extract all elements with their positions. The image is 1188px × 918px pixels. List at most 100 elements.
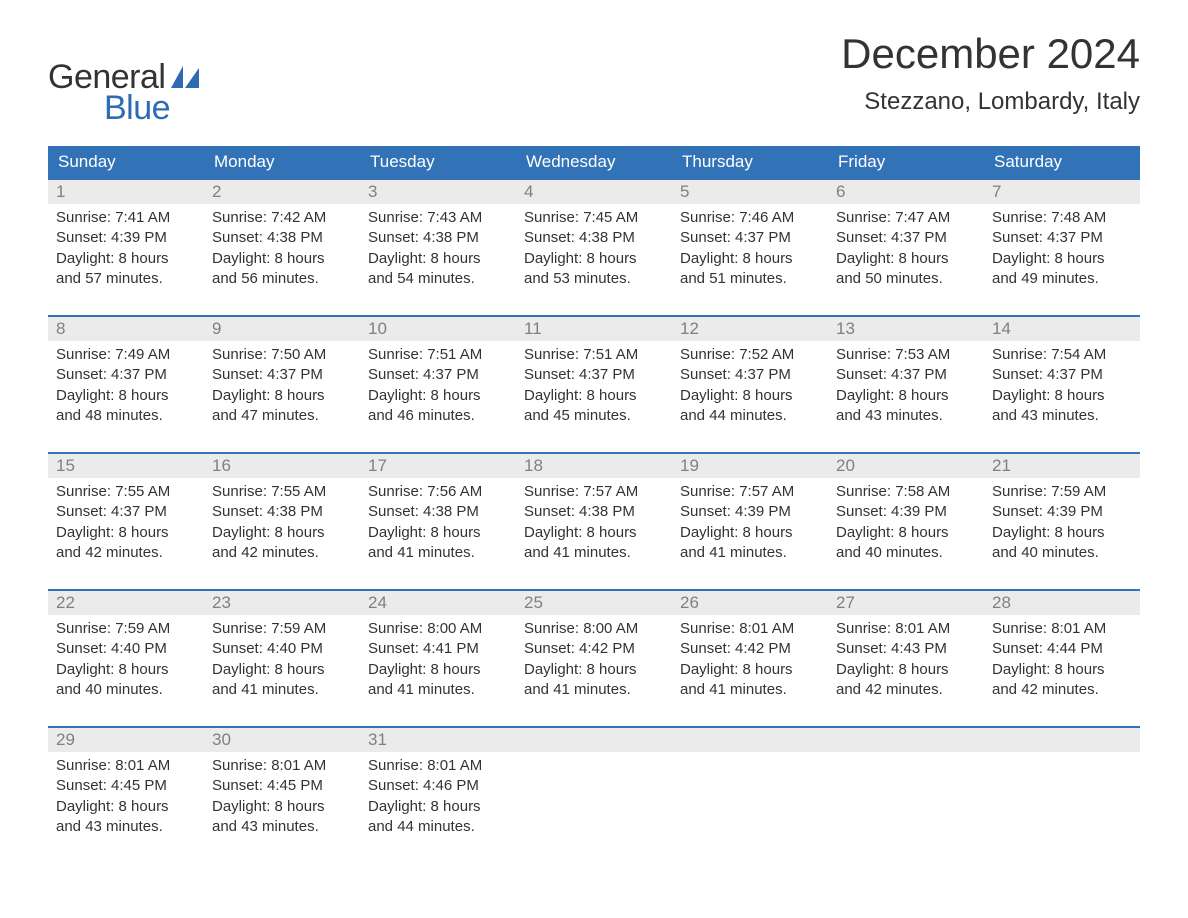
weekday-header: Thursday	[672, 146, 828, 178]
sunset-line: Sunset: 4:37 PM	[836, 228, 976, 248]
sunset-line: Sunset: 4:38 PM	[524, 228, 664, 248]
sunrise-line: Sunrise: 7:56 AM	[368, 482, 508, 502]
day-content: Sunrise: 8:00 AMSunset: 4:42 PMDaylight:…	[516, 615, 672, 700]
sunrise-line: Sunrise: 7:46 AM	[680, 208, 820, 228]
day-cell	[984, 728, 1140, 851]
day-cell: 17Sunrise: 7:56 AMSunset: 4:38 PMDayligh…	[360, 454, 516, 577]
daylight-line2: and 43 minutes.	[212, 817, 352, 837]
sunset-line: Sunset: 4:39 PM	[992, 502, 1132, 522]
daylight-line1: Daylight: 8 hours	[56, 797, 196, 817]
sunset-line: Sunset: 4:39 PM	[56, 228, 196, 248]
sunrise-line: Sunrise: 8:01 AM	[368, 756, 508, 776]
daylight-line1: Daylight: 8 hours	[368, 249, 508, 269]
day-number: 14	[984, 317, 1140, 341]
daylight-line1: Daylight: 8 hours	[56, 249, 196, 269]
day-cell: 15Sunrise: 7:55 AMSunset: 4:37 PMDayligh…	[48, 454, 204, 577]
daylight-line2: and 49 minutes.	[992, 269, 1132, 289]
sunrise-line: Sunrise: 7:52 AM	[680, 345, 820, 365]
month-title: December 2024	[841, 30, 1140, 78]
day-content: Sunrise: 7:55 AMSunset: 4:38 PMDaylight:…	[204, 478, 360, 563]
daylight-line1: Daylight: 8 hours	[212, 660, 352, 680]
day-cell	[516, 728, 672, 851]
day-cell: 21Sunrise: 7:59 AMSunset: 4:39 PMDayligh…	[984, 454, 1140, 577]
sunset-line: Sunset: 4:42 PM	[524, 639, 664, 659]
daylight-line2: and 41 minutes.	[212, 680, 352, 700]
daylight-line2: and 56 minutes.	[212, 269, 352, 289]
daylight-line1: Daylight: 8 hours	[212, 249, 352, 269]
calendar: SundayMondayTuesdayWednesdayThursdayFrid…	[48, 146, 1140, 851]
daylight-line2: and 50 minutes.	[836, 269, 976, 289]
daylight-line1: Daylight: 8 hours	[56, 660, 196, 680]
day-content: Sunrise: 8:01 AMSunset: 4:43 PMDaylight:…	[828, 615, 984, 700]
day-number: 24	[360, 591, 516, 615]
title-block: December 2024 Stezzano, Lombardy, Italy	[841, 30, 1140, 116]
sunset-line: Sunset: 4:41 PM	[368, 639, 508, 659]
sunset-line: Sunset: 4:42 PM	[680, 639, 820, 659]
sunrise-line: Sunrise: 7:42 AM	[212, 208, 352, 228]
daylight-line2: and 45 minutes.	[524, 406, 664, 426]
day-cell: 7Sunrise: 7:48 AMSunset: 4:37 PMDaylight…	[984, 180, 1140, 303]
daylight-line1: Daylight: 8 hours	[992, 386, 1132, 406]
day-cell: 16Sunrise: 7:55 AMSunset: 4:38 PMDayligh…	[204, 454, 360, 577]
day-number: 22	[48, 591, 204, 615]
day-number: 23	[204, 591, 360, 615]
daylight-line2: and 43 minutes.	[992, 406, 1132, 426]
daylight-line2: and 43 minutes.	[836, 406, 976, 426]
day-cell: 6Sunrise: 7:47 AMSunset: 4:37 PMDaylight…	[828, 180, 984, 303]
daylight-line1: Daylight: 8 hours	[992, 523, 1132, 543]
daylight-line1: Daylight: 8 hours	[680, 249, 820, 269]
daylight-line2: and 41 minutes.	[524, 680, 664, 700]
day-cell: 22Sunrise: 7:59 AMSunset: 4:40 PMDayligh…	[48, 591, 204, 714]
daylight-line1: Daylight: 8 hours	[212, 523, 352, 543]
day-number: 31	[360, 728, 516, 752]
day-number: 5	[672, 180, 828, 204]
sunset-line: Sunset: 4:46 PM	[368, 776, 508, 796]
sunrise-line: Sunrise: 7:54 AM	[992, 345, 1132, 365]
day-number: 12	[672, 317, 828, 341]
sunrise-line: Sunrise: 8:00 AM	[368, 619, 508, 639]
day-cell: 4Sunrise: 7:45 AMSunset: 4:38 PMDaylight…	[516, 180, 672, 303]
weeks-container: 1Sunrise: 7:41 AMSunset: 4:39 PMDaylight…	[48, 178, 1140, 851]
day-number: 26	[672, 591, 828, 615]
sunrise-line: Sunrise: 7:47 AM	[836, 208, 976, 228]
day-content: Sunrise: 8:01 AMSunset: 4:44 PMDaylight:…	[984, 615, 1140, 700]
day-cell: 25Sunrise: 8:00 AMSunset: 4:42 PMDayligh…	[516, 591, 672, 714]
daylight-line2: and 41 minutes.	[680, 543, 820, 563]
sunrise-line: Sunrise: 7:41 AM	[56, 208, 196, 228]
day-cell: 19Sunrise: 7:57 AMSunset: 4:39 PMDayligh…	[672, 454, 828, 577]
day-content: Sunrise: 7:42 AMSunset: 4:38 PMDaylight:…	[204, 204, 360, 289]
sunrise-line: Sunrise: 7:49 AM	[56, 345, 196, 365]
day-number: 16	[204, 454, 360, 478]
day-number: 19	[672, 454, 828, 478]
day-cell: 18Sunrise: 7:57 AMSunset: 4:38 PMDayligh…	[516, 454, 672, 577]
sunset-line: Sunset: 4:37 PM	[992, 365, 1132, 385]
daylight-line1: Daylight: 8 hours	[212, 797, 352, 817]
day-content: Sunrise: 8:00 AMSunset: 4:41 PMDaylight:…	[360, 615, 516, 700]
sunrise-line: Sunrise: 7:59 AM	[56, 619, 196, 639]
day-cell: 12Sunrise: 7:52 AMSunset: 4:37 PMDayligh…	[672, 317, 828, 440]
sunrise-line: Sunrise: 7:45 AM	[524, 208, 664, 228]
sunset-line: Sunset: 4:45 PM	[56, 776, 196, 796]
day-number	[828, 728, 984, 752]
day-cell	[672, 728, 828, 851]
day-cell: 30Sunrise: 8:01 AMSunset: 4:45 PMDayligh…	[204, 728, 360, 851]
daylight-line1: Daylight: 8 hours	[992, 249, 1132, 269]
daylight-line2: and 44 minutes.	[680, 406, 820, 426]
daylight-line1: Daylight: 8 hours	[836, 660, 976, 680]
day-number: 2	[204, 180, 360, 204]
sunset-line: Sunset: 4:39 PM	[836, 502, 976, 522]
daylight-line1: Daylight: 8 hours	[368, 797, 508, 817]
weekday-header: Friday	[828, 146, 984, 178]
sunrise-line: Sunrise: 7:59 AM	[212, 619, 352, 639]
day-content: Sunrise: 7:57 AMSunset: 4:39 PMDaylight:…	[672, 478, 828, 563]
sunrise-line: Sunrise: 8:01 AM	[836, 619, 976, 639]
day-content: Sunrise: 8:01 AMSunset: 4:45 PMDaylight:…	[48, 752, 204, 837]
day-content: Sunrise: 7:59 AMSunset: 4:39 PMDaylight:…	[984, 478, 1140, 563]
day-cell: 31 Sunrise: 8:01 AMSunset: 4:46 PMDayligh…	[360, 728, 516, 851]
sunrise-line: Sunrise: 7:51 AM	[524, 345, 664, 365]
day-number: 17	[360, 454, 516, 478]
daylight-line1: Daylight: 8 hours	[680, 523, 820, 543]
day-cell: 10Sunrise: 7:51 AMSunset: 4:37 PMDayligh…	[360, 317, 516, 440]
sunset-line: Sunset: 4:37 PM	[56, 502, 196, 522]
day-cell: 9Sunrise: 7:50 AMSunset: 4:37 PMDaylight…	[204, 317, 360, 440]
